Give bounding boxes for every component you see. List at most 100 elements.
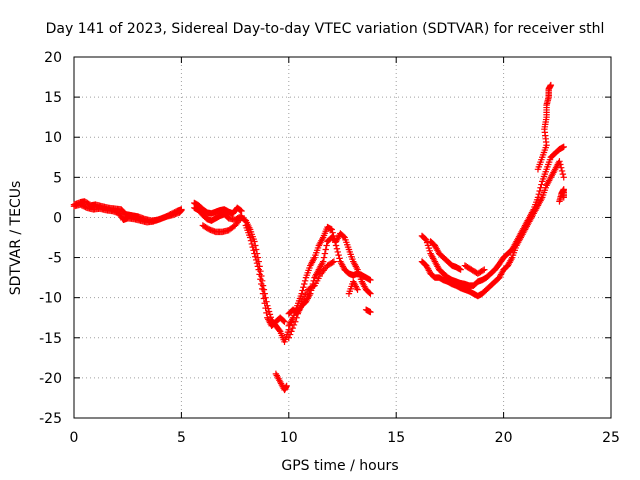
data-point bbox=[479, 267, 487, 274]
data-point bbox=[298, 290, 305, 297]
data-point bbox=[257, 276, 264, 283]
series-segment bbox=[418, 158, 567, 300]
y-tick-label: 10 bbox=[44, 130, 62, 146]
y-tick-label: 20 bbox=[44, 50, 62, 66]
data-point bbox=[556, 158, 563, 165]
data-point bbox=[237, 207, 244, 214]
data-points bbox=[70, 81, 567, 394]
data-point bbox=[261, 300, 268, 307]
data-point bbox=[249, 243, 256, 251]
data-point bbox=[254, 263, 262, 270]
x-axis-title: GPS time / hours bbox=[281, 458, 398, 474]
data-point bbox=[321, 250, 329, 257]
series-segment bbox=[285, 230, 374, 317]
data-point bbox=[328, 226, 335, 233]
y-tick-label: 15 bbox=[44, 90, 62, 106]
data-point bbox=[252, 256, 260, 264]
x-axis: 0 5 10 15 20 25 bbox=[70, 57, 620, 446]
y-tick-label: 0 bbox=[53, 210, 62, 226]
data-point bbox=[292, 318, 299, 325]
data-point bbox=[536, 187, 543, 195]
series-segment bbox=[199, 214, 292, 345]
series-segment bbox=[427, 238, 464, 273]
data-point bbox=[295, 306, 303, 313]
data-point bbox=[299, 287, 306, 294]
x-tick-label: 5 bbox=[177, 430, 186, 446]
data-point bbox=[253, 259, 261, 267]
series-segment bbox=[362, 306, 374, 316]
data-point bbox=[560, 174, 567, 181]
data-point bbox=[248, 240, 256, 248]
data-point bbox=[300, 284, 307, 291]
data-point bbox=[178, 207, 185, 214]
data-point bbox=[260, 295, 268, 302]
data-point bbox=[258, 285, 266, 293]
series-segment bbox=[534, 81, 555, 173]
data-point bbox=[320, 254, 328, 261]
series-segment bbox=[285, 223, 374, 329]
data-point bbox=[457, 266, 464, 273]
series-segment bbox=[242, 222, 288, 329]
series-segment bbox=[70, 201, 185, 226]
data-point bbox=[252, 253, 259, 260]
series-segment bbox=[285, 258, 338, 341]
data-point bbox=[293, 314, 300, 321]
data-point bbox=[281, 318, 288, 325]
series-segment bbox=[418, 143, 567, 289]
data-point bbox=[286, 331, 294, 338]
y-tick-label: -10 bbox=[39, 291, 62, 307]
series-segment bbox=[272, 370, 290, 394]
data-point bbox=[294, 310, 302, 317]
data-point bbox=[266, 311, 274, 318]
data-point bbox=[323, 242, 330, 249]
x-tick-label: 15 bbox=[387, 430, 405, 446]
chart-title: Day 141 of 2023, Sidereal Day-to-day VTE… bbox=[46, 21, 605, 37]
data-point bbox=[367, 276, 374, 284]
data-point bbox=[288, 328, 295, 335]
data-point bbox=[422, 235, 429, 243]
series-segment bbox=[191, 199, 245, 217]
data-point bbox=[283, 382, 290, 390]
grid bbox=[74, 57, 611, 418]
data-point bbox=[289, 324, 296, 332]
data-point bbox=[559, 170, 567, 178]
series-segment bbox=[345, 278, 361, 297]
data-point bbox=[255, 266, 262, 273]
data-point bbox=[310, 283, 317, 290]
data-point bbox=[256, 271, 263, 278]
data-point bbox=[367, 308, 374, 316]
data-point bbox=[251, 250, 258, 257]
plot-frame bbox=[73, 56, 612, 419]
y-tick-label: -20 bbox=[39, 371, 62, 387]
data-point bbox=[301, 277, 309, 285]
data-point bbox=[547, 81, 555, 89]
data-point bbox=[557, 164, 565, 171]
data-point bbox=[262, 304, 269, 312]
data-point bbox=[340, 233, 347, 240]
y-tick-label: -15 bbox=[39, 331, 62, 347]
data-point bbox=[290, 321, 298, 329]
data-point bbox=[560, 194, 567, 201]
x-tick-label: 0 bbox=[70, 430, 79, 446]
x-tick-label: 25 bbox=[602, 430, 620, 446]
data-point bbox=[336, 255, 343, 262]
data-point bbox=[285, 334, 292, 341]
data-point bbox=[259, 290, 267, 297]
data-point bbox=[246, 234, 254, 241]
series-segment bbox=[556, 186, 567, 205]
data-point bbox=[333, 245, 341, 252]
series-segment bbox=[191, 204, 245, 224]
y-axis: -25 -20 -15 -10 -5 0 5 10 15 20 bbox=[39, 50, 611, 427]
data-point bbox=[367, 290, 374, 297]
data-point bbox=[557, 161, 564, 168]
x-tick-label: 10 bbox=[280, 430, 298, 446]
data-point bbox=[560, 143, 567, 151]
data-point bbox=[247, 237, 255, 244]
data-point bbox=[334, 248, 341, 256]
y-tick-label: 5 bbox=[53, 170, 62, 186]
x-tick-label: 20 bbox=[495, 430, 513, 446]
data-point bbox=[263, 309, 270, 317]
y-tick-label: -5 bbox=[48, 251, 62, 267]
series-segment bbox=[461, 262, 488, 277]
